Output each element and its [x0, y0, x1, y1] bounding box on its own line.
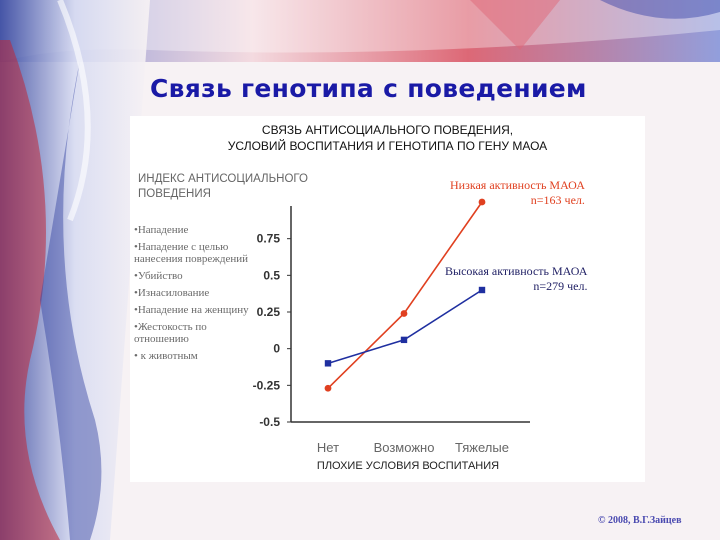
series-0-point-0 — [324, 384, 332, 392]
y-tick-label-5: -0.5 — [259, 415, 280, 429]
series-label-low-name: Низкая активность МАОА — [450, 178, 585, 192]
chart-title-line-1: СВЯЗЬ АНТИСОЦИАЛЬНОГО ПОВЕДЕНИЯ, — [261, 123, 514, 137]
y-tick-label-0: 0.75 — [257, 232, 281, 246]
series-label-high-count: n=279 чел. — [533, 279, 588, 293]
chart-title: СВЯЗЬ АНТИСОЦИАЛЬНОГО ПОВЕДЕНИЯ, УСЛОВИЙ… — [130, 122, 645, 154]
copyright-note: © 2008, В.Г.Зайцев — [598, 515, 682, 526]
y-axis-label: ИНДЕКС АНТИСОЦИАЛЬНОГО ПОВЕДЕНИЯ — [138, 172, 308, 202]
behavior-item-1: •Нападение с целью нанесения повреждений — [134, 241, 294, 265]
y-tick-label-1: 0.5 — [263, 268, 280, 282]
behavior-item-5-line-1: отношению — [134, 333, 189, 345]
y-tick-label-2: 0.25 — [257, 305, 281, 319]
behavior-item-5: •Жестокость по отношению — [134, 321, 294, 345]
series-label-high-activity: Высокая активность МАОА n=279 чел. — [445, 264, 587, 294]
y-axis-label-line-2: ПОВЕДЕНИЯ — [138, 188, 211, 200]
chart-title-line-2: УСЛОВИЙ ВОСПИТАНИЯ И ГЕНОТИПА ПО ГЕНУ МА… — [227, 139, 548, 153]
behavior-item-0-line-0: •Нападение — [134, 224, 189, 236]
behavior-item-3: •Изнасилование — [134, 287, 294, 299]
series-label-high-name: Высокая активность МАОА — [445, 264, 588, 278]
x-tick-label-1: Возможно — [374, 440, 435, 455]
series-1-point-1 — [400, 336, 408, 344]
x-tick-label-0: Нет — [317, 440, 339, 455]
x-axis-title: ПЛОХИЕ УСЛОВИЯ ВОСПИТАНИЯ — [317, 460, 499, 472]
series-0-point-1 — [400, 310, 408, 317]
series-0-point-2 — [478, 198, 486, 206]
behavior-item-2-line-0: •Убийство — [134, 270, 183, 282]
series-line-0 — [327, 201, 483, 389]
y-tick-label-4: -0.25 — [253, 378, 281, 392]
behavior-item-1-line-0: •Нападение с целью — [134, 241, 229, 253]
y-tick-label-3: 0 — [273, 342, 280, 356]
y-axis-label-line-1: ИНДЕКС АНТИСОЦИАЛЬНОГО — [138, 173, 308, 185]
behavior-item-3-line-0: •Изнасилование — [134, 287, 210, 299]
series-1-point-0 — [324, 360, 332, 367]
behavior-item-1-line-1: нанесения повреждений — [134, 253, 248, 265]
behavior-item-6-line-0: • к животным — [134, 350, 198, 362]
series-1-point-2 — [478, 286, 486, 294]
behavior-item-2: •Убийство — [134, 270, 294, 282]
series-label-low-activity: Низкая активность МАОА n=163 чел. — [450, 178, 585, 208]
behavior-item-5-line-0: •Жестокость по — [134, 321, 207, 333]
chart-figure: СВЯЗЬ АНТИСОЦИАЛЬНОГО ПОВЕДЕНИЯ, УСЛОВИЙ… — [130, 116, 645, 482]
behavior-item-6: • к животным — [134, 350, 294, 362]
x-tick-label-2: Тяжелые — [455, 440, 509, 455]
line-chart-plot: 0.75 0.5 0.25 0 -0.25 -0.5 Нет Возможно Тяжелые П… — [253, 198, 530, 472]
series-label-low-count: n=163 чел. — [530, 193, 585, 207]
behavior-item-4: •Нападение на женщину — [134, 304, 294, 316]
behavior-item-0: •Нападение — [134, 224, 294, 236]
behavior-list: •Нападение •Нападение с целью нанесения по… — [134, 224, 294, 367]
behavior-item-4-line-0: •Нападение на женщину — [134, 304, 249, 316]
series-line-1 — [327, 289, 483, 365]
slide-title: Связь генотипа с поведением — [150, 74, 587, 103]
